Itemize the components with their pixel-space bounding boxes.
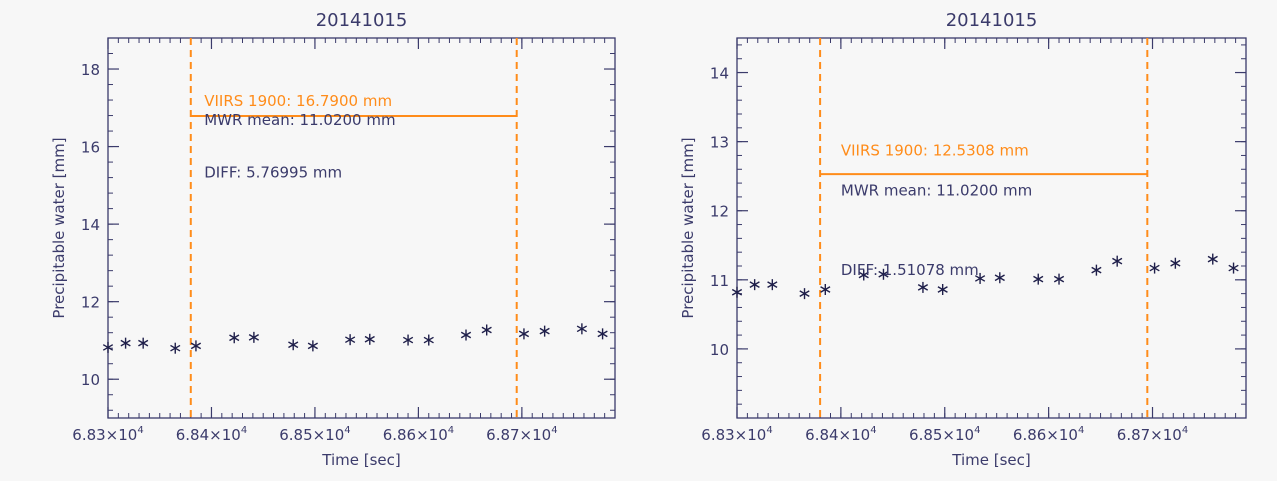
data-point bbox=[138, 337, 149, 349]
y-tick-label: 12 bbox=[81, 294, 100, 312]
y-tick-label: 12 bbox=[710, 203, 729, 221]
data-point bbox=[460, 329, 472, 341]
data-point bbox=[731, 286, 743, 298]
data-point bbox=[1228, 262, 1239, 274]
x-tick-label-exponent: 4 bbox=[137, 425, 143, 436]
data-point bbox=[994, 272, 1005, 284]
data-point bbox=[248, 331, 260, 343]
annotation-label: DIFF: 5.76995 mm bbox=[204, 164, 342, 182]
x-tick-label-exponent: 4 bbox=[551, 425, 557, 436]
data-point bbox=[364, 333, 375, 345]
y-tick-label: 18 bbox=[81, 61, 100, 79]
data-point bbox=[597, 328, 608, 340]
y-tick-label: 13 bbox=[710, 134, 729, 152]
x-tick-label: 6.83×104 bbox=[72, 425, 143, 444]
y-tick-label: 14 bbox=[710, 65, 729, 83]
data-point bbox=[858, 269, 869, 281]
annotation-label: VIIRS 1900: 16.7900 mm bbox=[204, 92, 392, 110]
data-point bbox=[307, 340, 318, 352]
annotation-label: MWR mean: 11.0200 mm bbox=[841, 182, 1032, 200]
x-tick-label: 6.85×104 bbox=[909, 425, 980, 444]
data-point bbox=[423, 334, 434, 346]
data-point bbox=[799, 288, 810, 300]
x-tick-label-base: 6.86×10 bbox=[383, 426, 448, 444]
x-tick-label: 6.87×104 bbox=[1117, 425, 1188, 444]
x-tick-label-base: 6.86×10 bbox=[1013, 426, 1078, 444]
x-tick-label: 6.84×104 bbox=[176, 425, 247, 444]
x-tick-label: 6.86×104 bbox=[383, 425, 454, 444]
data-point bbox=[767, 279, 778, 291]
plot-frame bbox=[736, 37, 1247, 419]
x-axis-label: Time [sec] bbox=[321, 451, 400, 469]
chart-title: 20141015 bbox=[946, 10, 1038, 31]
x-tick-label-base: 6.85×10 bbox=[909, 426, 974, 444]
x-tick-label-exponent: 4 bbox=[870, 425, 876, 436]
data-point bbox=[1053, 273, 1065, 285]
chart-title: 20141015 bbox=[316, 10, 408, 31]
data-point bbox=[539, 325, 550, 337]
data-point bbox=[170, 342, 181, 354]
data-point bbox=[1033, 273, 1044, 285]
data-point bbox=[1207, 253, 1218, 265]
data-point bbox=[402, 334, 414, 346]
y-tick-label: 14 bbox=[81, 216, 100, 234]
data-point bbox=[102, 341, 114, 353]
x-tick-label: 6.86×104 bbox=[1013, 425, 1084, 444]
data-point bbox=[481, 324, 492, 336]
y-axis-label: Precipitable water [mm] bbox=[50, 137, 68, 318]
data-point bbox=[1112, 255, 1123, 267]
x-tick-label: 6.83×104 bbox=[701, 425, 772, 444]
data-point bbox=[518, 328, 530, 340]
x-tick-label-base: 6.87×10 bbox=[1117, 426, 1182, 444]
data-point bbox=[1091, 264, 1102, 276]
x-tick-label-exponent: 4 bbox=[241, 425, 247, 436]
y-axis-label: Precipitable water [mm] bbox=[679, 137, 697, 318]
data-point bbox=[1170, 257, 1181, 269]
data-point bbox=[229, 332, 240, 344]
x-tick-label-base: 6.85×10 bbox=[279, 426, 344, 444]
annotation-label: DIFF: 1.51078 mm bbox=[841, 261, 979, 279]
x-tick-label-base: 6.84×10 bbox=[176, 426, 241, 444]
data-point bbox=[288, 339, 299, 351]
x-tick-label: 6.84×104 bbox=[805, 425, 876, 444]
x-axis-label: Time [sec] bbox=[951, 451, 1030, 469]
x-tick-label: 6.85×104 bbox=[279, 425, 350, 444]
data-point bbox=[749, 279, 760, 291]
y-tick-label: 16 bbox=[81, 139, 100, 157]
data-point bbox=[576, 323, 588, 335]
x-tick-label-exponent: 4 bbox=[766, 425, 772, 436]
y-tick-label: 10 bbox=[710, 341, 729, 359]
annotation-label: VIIRS 1900: 12.5308 mm bbox=[841, 141, 1029, 159]
x-tick-label-base: 6.84×10 bbox=[805, 426, 870, 444]
x-tick-label-base: 6.83×10 bbox=[72, 426, 137, 444]
data-point bbox=[937, 283, 948, 295]
data-point bbox=[190, 340, 202, 352]
annotation-label: MWR mean: 11.0200 mm bbox=[204, 111, 395, 129]
x-tick-label-exponent: 4 bbox=[974, 425, 980, 436]
x-tick-label-base: 6.87×10 bbox=[486, 426, 551, 444]
x-tick-label-exponent: 4 bbox=[1078, 425, 1084, 436]
data-point bbox=[974, 272, 986, 284]
data-point bbox=[120, 337, 131, 349]
plot-frame bbox=[107, 37, 616, 419]
x-tick-label-exponent: 4 bbox=[344, 425, 350, 436]
data-point bbox=[820, 283, 831, 295]
y-tick-label: 11 bbox=[710, 272, 729, 290]
data-point bbox=[345, 334, 356, 346]
x-tick-label-base: 6.83×10 bbox=[701, 426, 766, 444]
data-point bbox=[878, 268, 889, 280]
x-tick-label-exponent: 4 bbox=[448, 425, 454, 436]
x-tick-label: 6.87×104 bbox=[486, 425, 557, 444]
y-tick-label: 10 bbox=[81, 371, 100, 389]
data-point bbox=[917, 281, 929, 293]
data-point bbox=[1149, 262, 1160, 274]
x-tick-label-exponent: 4 bbox=[1182, 425, 1188, 436]
